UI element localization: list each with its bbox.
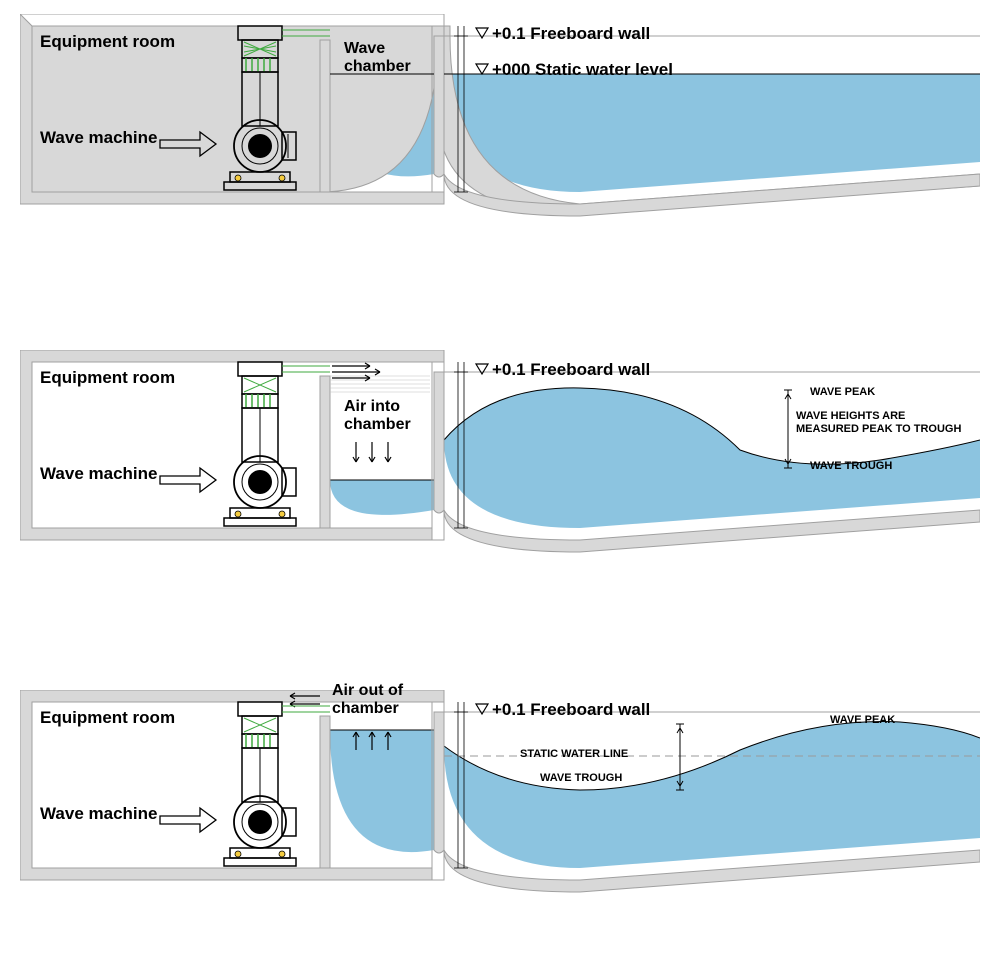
p3-wave-machine — [224, 702, 330, 866]
p2-freeboard-label: +0.1 Freeboard wall — [492, 360, 650, 380]
p3-air-out-label: Air out of chamber — [332, 682, 403, 717]
p2-wave-heights-label: WAVE HEIGHTS ARE MEASURED PEAK TO TROUGH — [796, 410, 961, 436]
p3-wave-peak-label: WAVE PEAK — [830, 714, 895, 726]
p1-nabla-static — [476, 64, 488, 74]
panel-air-in: Equipment room Wave machine Air into cha… — [20, 350, 980, 570]
p2-pier — [434, 372, 444, 513]
p1-water-pool — [444, 74, 980, 192]
p2-chamber-wall — [320, 376, 330, 528]
p3-machine-arrow — [160, 808, 216, 832]
p2-wave-trough-label: WAVE TROUGH — [810, 460, 892, 472]
panel-air-out: Equipment room Wave machine Air out of c… — [20, 690, 980, 910]
p3-air-out-1: Air out of — [332, 682, 403, 699]
p2-wave-bracket — [784, 390, 792, 468]
p3-pier — [434, 712, 444, 853]
p1-equipment-room-label: Equipment room — [40, 32, 175, 52]
p2-wave-machine-label: Wave machine — [40, 464, 157, 484]
p1-wave-chamber-text1: Wave — [344, 40, 385, 57]
p1-wave-chamber-label: Wave chamber — [344, 40, 411, 75]
p1-static-label: +000 Static water level — [492, 60, 673, 80]
p2-machine-arrow — [160, 468, 216, 492]
p3-chamber-wall — [320, 716, 330, 868]
p2-wave-machine — [224, 362, 330, 526]
p2-air-into-2: chamber — [344, 416, 411, 433]
p3-wave-trough-label: WAVE TROUGH — [540, 772, 622, 784]
p2-wh-2: MEASURED PEAK TO TROUGH — [796, 423, 961, 435]
p3-static-water-label: STATIC WATER LINE — [520, 748, 628, 760]
p1-pier — [434, 36, 444, 177]
p2-wh-1: WAVE HEIGHTS ARE — [796, 410, 905, 422]
p2-air-arrows-down — [353, 442, 391, 462]
p2-air-into-1: Air into — [344, 398, 400, 415]
p2-air-arrows-horiz — [332, 363, 380, 381]
p1-chamber-wall — [320, 40, 330, 192]
p1-wave-chamber-text2: chamber — [344, 58, 411, 75]
p2-equipment-room-label: Equipment room — [40, 368, 175, 388]
p2-wave-peak-label: WAVE PEAK — [810, 386, 875, 398]
p3-water-pool — [444, 722, 980, 868]
p1-wave-machine-label: Wave machine — [40, 128, 157, 148]
p2-air-into-label: Air into chamber — [344, 398, 411, 433]
p3-air-out-2: chamber — [332, 700, 399, 717]
p3-freeboard-label: +0.1 Freeboard wall — [492, 700, 650, 720]
p2-water-pool — [444, 388, 980, 528]
p2-water-chamber — [330, 480, 434, 515]
panel-static: Equipment room Wave machine Wave chamber… — [20, 14, 980, 234]
p1-freeboard-label: +0.1 Freeboard wall — [492, 24, 650, 44]
p3-water-chamber — [330, 730, 434, 852]
p3-equipment-room-label: Equipment room — [40, 708, 175, 728]
p3-wave-machine-label: Wave machine — [40, 804, 157, 824]
